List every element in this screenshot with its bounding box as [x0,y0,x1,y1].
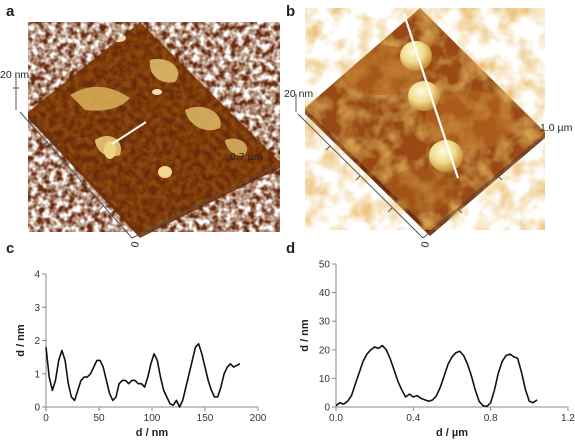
x-axis-title: d / µm [436,427,468,439]
panel-label-b: b [286,3,295,20]
y-tick-label: 30 [319,317,331,328]
x-tick-label: 200 [250,413,267,424]
panel-label-a: a [6,3,15,20]
y-axis-title: d / nm [299,319,311,352]
z-scale-label-b: 20 nm [284,88,313,100]
x-tick-label: 150 [197,413,214,424]
y-tick-label: 0 [324,403,330,414]
profile-chart-c: 0 1 2 3 4 0 50 100 150 200 d / nm d / nm [15,270,267,440]
panel-label-c: c [6,240,14,257]
profile-line-b [402,13,460,179]
panel-c: c 0 1 2 3 4 0 50 100 150 200 d / nm d / nm [6,240,267,439]
afm-surface-features-b [340,45,515,212]
y-axis-title: d / nm [15,324,27,357]
y-tick-label: 20 [319,345,331,356]
profile-chart-d: 0 10 20 30 40 50 0.0 0.4 0.8 1.2 d / µm d / nm [299,260,575,440]
nanoparticle-dome [400,41,432,71]
panel-d: d 0 10 20 30 40 50 0.0 0.4 0.8 1.2 d / µm d / nm [286,240,575,439]
z-scale-label-a: 20 nm [0,69,29,81]
origin-label-a: 0 [129,241,142,249]
y-tick-label: 10 [319,374,331,385]
xy-scale-label-a: 0.7 µm [230,151,263,163]
x-tick-label: 50 [93,413,105,424]
afm-image-a [28,22,280,238]
origin-label-b: 0 [419,241,432,249]
y-tick-label: 50 [319,260,331,271]
x-tick-label: 0.0 [329,413,343,424]
panel-a: a [0,3,280,249]
y-tick-label: 4 [34,270,40,281]
profile-trace [45,342,241,408]
y-tick-label: 3 [34,303,40,314]
panel-label-d: d [286,240,295,257]
y-tick-label: 0 [34,403,40,414]
x-tick-label: 0.4 [406,413,420,424]
profile-trace [335,344,538,408]
y-tick-label: 40 [319,288,331,299]
x-tick-label: 100 [144,413,161,424]
x-tick-label: 0 [43,413,49,424]
y-tick-label: 1 [34,369,40,380]
xy-scale-label-b: 1.0 µm [540,122,573,134]
x-tick-label: 1.2 [561,413,575,424]
profile-line-a [111,121,147,145]
y-tick-label: 2 [34,336,40,347]
nanoparticle-dome [408,81,440,111]
afm-axes-a: 20 nm 0.7 µm 0 [0,69,273,249]
afm-axes-b: 20 nm 1.0 µm 0 [284,88,573,249]
afm-image-b [305,8,545,236]
x-tick-label: 0.8 [484,413,498,424]
x-axis-title: d / nm [136,427,169,439]
panel-b: b 20 nm 1.0 µm 0 [284,3,573,249]
